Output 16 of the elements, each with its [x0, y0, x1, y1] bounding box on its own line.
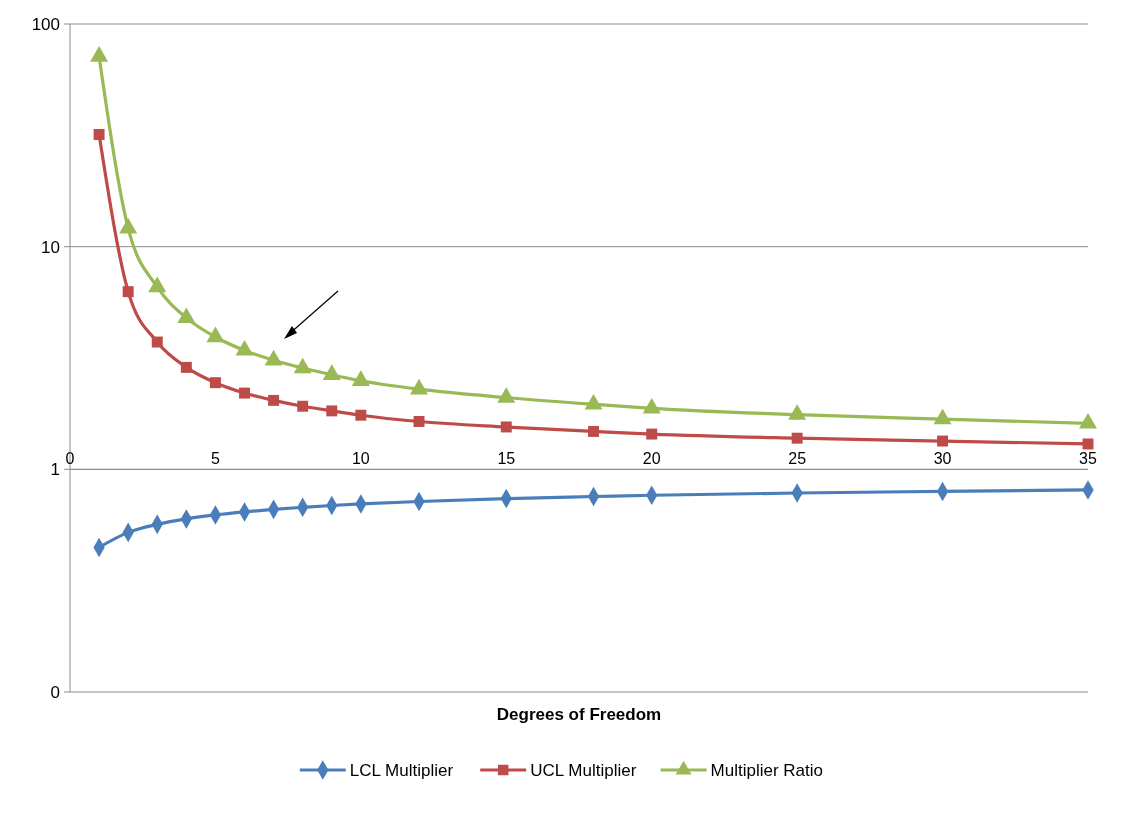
- x-tick-label: 0: [65, 450, 75, 468]
- legend-label: LCL Multiplier: [349, 760, 454, 780]
- legend-label: UCL Multiplier: [530, 760, 637, 780]
- x-axis-title: Degrees of Freedom: [496, 705, 662, 724]
- x-tick-label: 10: [351, 450, 370, 468]
- x-tick-label: 25: [788, 450, 807, 468]
- x-tick-label: 30: [933, 450, 952, 468]
- x-tick-label: 35: [1079, 450, 1097, 468]
- y-tick-label: 0: [50, 682, 60, 702]
- x-tick-label: 5: [210, 450, 220, 468]
- x-tick-label: 15: [497, 450, 516, 468]
- y-tick-label: 1: [50, 460, 60, 480]
- y-tick-label: 10: [41, 237, 60, 257]
- x-tick-label: 20: [642, 450, 661, 468]
- y-tick-label: 100: [31, 14, 60, 34]
- legend-label: Multiplier Ratio: [710, 760, 824, 780]
